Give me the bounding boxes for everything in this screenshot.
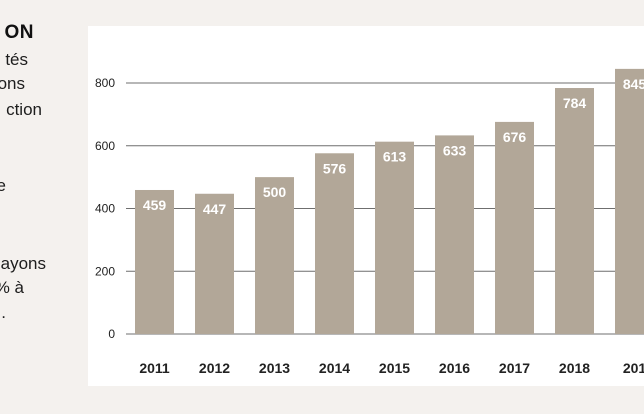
- bar-value-label: 576: [323, 160, 347, 176]
- bar-value-label: 845: [623, 76, 644, 92]
- side-text-line: % à: [0, 278, 24, 297]
- y-tick-label: 600: [95, 139, 115, 153]
- side-text-column: ON tés ons ction e ayons % à .: [0, 0, 80, 414]
- x-category-label: 2017: [499, 360, 530, 376]
- side-title: ON: [4, 22, 34, 43]
- bar-value-label: 500: [263, 184, 287, 200]
- bar: [315, 153, 354, 334]
- bar: [375, 141, 414, 334]
- bar-chart: 0 200 400 600 800 459 2011 447 2012 500 2013 576 201…: [95, 68, 644, 376]
- side-text-line: tés: [5, 50, 28, 69]
- side-text-line: ayons: [0, 254, 46, 273]
- x-category-label: 2014: [319, 360, 350, 376]
- bar: [195, 193, 234, 334]
- bar: [495, 121, 534, 334]
- bar: [615, 68, 644, 334]
- side-text-line: e: [0, 176, 6, 195]
- x-category-label: 2013: [259, 360, 290, 376]
- chart-panel: 0 200 400 600 800 459 2011 447 2012 500 2013 576 201…: [88, 26, 644, 386]
- y-tick-label: 0: [108, 327, 115, 341]
- bar: [135, 189, 174, 334]
- bar-value-label: 633: [443, 142, 467, 158]
- bar: [255, 177, 294, 334]
- x-category-label: 2012: [199, 360, 230, 376]
- bar: [435, 135, 474, 334]
- y-tick-label: 800: [95, 76, 115, 90]
- x-category-label: 2016: [439, 360, 470, 376]
- bar-value-label: 459: [143, 197, 167, 213]
- side-text-line: ons: [0, 74, 25, 93]
- x-category-label: 2015: [379, 360, 410, 376]
- x-category-label: 201: [623, 360, 644, 376]
- side-text-line: .: [1, 303, 6, 322]
- bar-value-label: 447: [203, 201, 227, 217]
- x-category-label: 2011: [139, 360, 170, 376]
- bar-value-label: 784: [563, 95, 587, 111]
- x-category-label: 2018: [559, 360, 590, 376]
- bar: [555, 88, 594, 334]
- y-tick-label: 400: [95, 202, 115, 216]
- y-tick-label: 200: [95, 264, 115, 278]
- bar-value-label: 613: [383, 149, 407, 165]
- bar-value-label: 676: [503, 129, 527, 145]
- side-text-line: ction: [6, 100, 42, 119]
